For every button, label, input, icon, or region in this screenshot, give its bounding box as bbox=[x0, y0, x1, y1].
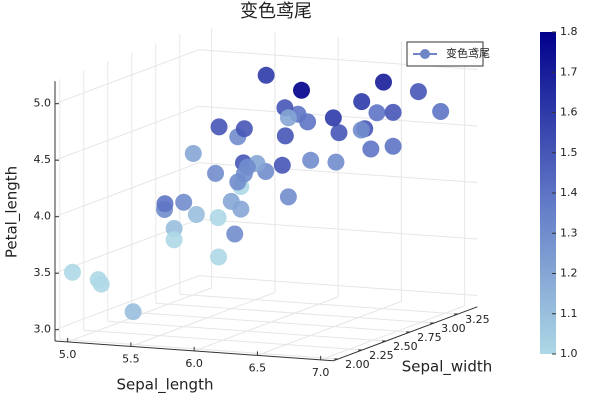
legend-label: 变色鸢尾 bbox=[446, 46, 490, 60]
x-tick-label: 7.0 bbox=[312, 366, 330, 379]
point bbox=[187, 206, 205, 223]
point bbox=[226, 225, 244, 243]
point bbox=[327, 153, 345, 171]
point bbox=[222, 192, 240, 210]
grid-line bbox=[83, 329, 363, 351]
point bbox=[299, 113, 317, 131]
point bbox=[279, 109, 297, 127]
point bbox=[124, 303, 142, 321]
grid-line bbox=[179, 293, 459, 315]
point bbox=[353, 93, 371, 111]
point bbox=[302, 151, 320, 169]
grid-line bbox=[320, 305, 465, 361]
point bbox=[293, 81, 310, 99]
y-tick-label: 2.50 bbox=[393, 340, 418, 353]
grid-line bbox=[257, 300, 402, 356]
legend-marker bbox=[420, 49, 430, 59]
y-axis-label: Sepal_width bbox=[402, 358, 492, 377]
colorbar-tick-label: 1.0 bbox=[560, 347, 578, 360]
grid-line bbox=[130, 291, 276, 347]
point bbox=[324, 109, 342, 127]
grid-line bbox=[193, 296, 339, 352]
point bbox=[63, 263, 81, 281]
grid-line bbox=[131, 311, 411, 333]
colorbar-tick-label: 1.3 bbox=[560, 226, 578, 239]
z-tick-label: 3.0 bbox=[34, 323, 52, 336]
point bbox=[409, 83, 427, 101]
grid-line bbox=[198, 218, 478, 240]
point bbox=[229, 173, 247, 191]
z-axis-label: Petal_length bbox=[3, 166, 22, 258]
point bbox=[257, 66, 275, 84]
point bbox=[92, 275, 110, 293]
colorbar-tick-label: 1.6 bbox=[560, 106, 578, 119]
x-tick-label: 6.0 bbox=[185, 357, 203, 370]
z-tick-label: 5.0 bbox=[34, 97, 52, 110]
grid: 5.0 5.5 6.0 6.5 7.0 2.002.252.502.753.003.25 3… bbox=[34, 28, 490, 379]
point bbox=[432, 103, 450, 120]
grid-line bbox=[107, 320, 387, 342]
point bbox=[375, 73, 392, 91]
x-tick-label: 5.5 bbox=[122, 352, 140, 365]
point bbox=[238, 158, 256, 176]
point bbox=[156, 195, 174, 213]
point bbox=[207, 164, 225, 182]
y-axis bbox=[333, 306, 478, 362]
point bbox=[368, 104, 386, 122]
x-tick-label: 5.0 bbox=[59, 348, 77, 361]
grid-line bbox=[198, 275, 478, 296]
grid-line bbox=[54, 105, 200, 161]
point bbox=[175, 193, 193, 211]
point bbox=[384, 103, 402, 121]
colorbar-tick-label: 1.2 bbox=[560, 267, 578, 280]
point bbox=[330, 124, 348, 142]
point bbox=[209, 209, 227, 227]
y-tick-label: 2.00 bbox=[345, 358, 370, 371]
point bbox=[362, 140, 380, 158]
grid-line bbox=[59, 338, 339, 360]
z-tick-label: 3.5 bbox=[34, 266, 52, 279]
colorbar-tick-label: 1.1 bbox=[560, 307, 578, 320]
grid-line bbox=[155, 302, 435, 324]
colorbar-tick-label: 1.8 bbox=[560, 25, 578, 38]
point bbox=[384, 137, 402, 155]
z-tick-label: 4.5 bbox=[34, 153, 52, 166]
point bbox=[165, 231, 183, 249]
y-tick-label: 3.25 bbox=[465, 313, 490, 326]
z-tick-label: 4.0 bbox=[34, 210, 52, 223]
point bbox=[184, 145, 202, 162]
point bbox=[273, 156, 291, 174]
points bbox=[63, 66, 450, 321]
point bbox=[210, 248, 228, 266]
grid-line bbox=[54, 49, 200, 105]
point bbox=[352, 121, 370, 139]
point bbox=[210, 118, 228, 136]
point bbox=[276, 127, 294, 145]
x-axis-label: Sepal_length bbox=[117, 376, 214, 395]
grid-line bbox=[54, 162, 200, 218]
point bbox=[279, 188, 297, 206]
chart-title: 变色鸢尾 bbox=[240, 1, 312, 22]
colorbar-tick-label: 1.5 bbox=[560, 146, 578, 159]
y-tick-label: 2.25 bbox=[369, 349, 394, 362]
y-tick-label: 3.00 bbox=[441, 322, 466, 335]
point bbox=[235, 120, 253, 138]
y-tick-label: 2.75 bbox=[417, 331, 442, 344]
grid-line bbox=[54, 275, 200, 331]
colorbar-tick-label: 1.4 bbox=[560, 186, 578, 199]
x-tick-label: 6.5 bbox=[249, 361, 267, 374]
colorbar-tick-label: 1.7 bbox=[560, 65, 578, 78]
legend-box bbox=[406, 41, 484, 67]
